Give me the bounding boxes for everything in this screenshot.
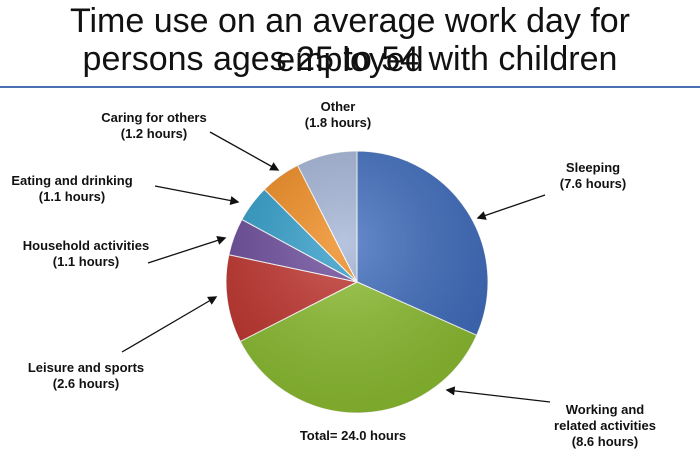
total-label: Total= 24.0 hours bbox=[300, 428, 406, 443]
leader-line bbox=[154, 185, 239, 203]
leader-arrowhead bbox=[207, 296, 218, 305]
chart-title-line-1: Time use on an average work day for empl… bbox=[69, 2, 631, 79]
leader-line bbox=[147, 237, 226, 264]
leader-arrowhead bbox=[445, 386, 456, 396]
leader-arrowhead bbox=[229, 196, 240, 206]
leader-arrowhead bbox=[216, 236, 227, 245]
leader-line bbox=[477, 194, 546, 219]
chart-title-line-2: persons ages 25 to 54 with children bbox=[82, 40, 618, 78]
leader-arrowhead bbox=[476, 211, 487, 220]
slice-label-household-activities: Household activities (1.1 hours) bbox=[23, 238, 149, 269]
slice-label-eating-and-drinking: Eating and drinking (1.1 hours) bbox=[11, 173, 132, 204]
slice-label-leisure-and-sports: Leisure and sports (2.6 hours) bbox=[28, 360, 144, 391]
slice-label-working-and-related-activities: Working and related activities (8.6 hours) bbox=[554, 402, 656, 449]
leader-line bbox=[209, 131, 279, 171]
leader-arrowhead bbox=[269, 162, 280, 171]
title-divider bbox=[0, 86, 700, 88]
slice-label-sleeping: Sleeping (7.6 hours) bbox=[560, 160, 626, 191]
leader-line bbox=[446, 389, 551, 403]
slice-label-other: Other (1.8 hours) bbox=[305, 99, 371, 130]
leader-line bbox=[121, 296, 217, 353]
slice-label-caring-for-others: Caring for others (1.2 hours) bbox=[101, 110, 206, 141]
